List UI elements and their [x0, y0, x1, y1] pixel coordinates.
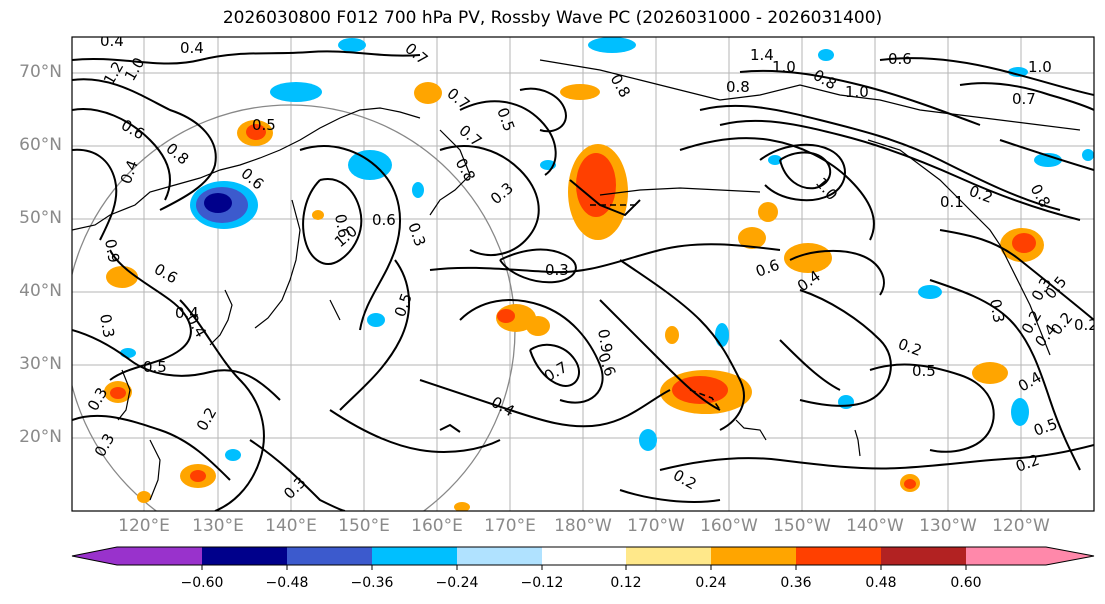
lon-label: 150°E [338, 516, 390, 536]
colorbar-cell [542, 547, 626, 565]
contour-label: 1.0 [845, 83, 869, 101]
lon-label: 140°E [265, 516, 317, 536]
contour-label: 0.4 [180, 39, 204, 57]
colorbar-tick-label: −0.60 [180, 575, 224, 591]
colorbar-outline [71, 546, 1095, 566]
contour-label-layer: 0.4 0.4 1.2 1.0 0.6 0.8 0.5 0.7 0.7 0.8 … [84, 32, 1098, 503]
colorbar-extend-low [72, 547, 117, 565]
contour-label: 0.5 [912, 362, 936, 380]
colorbar-tick-label: 0.12 [610, 575, 642, 591]
lon-label: 130°E [192, 516, 244, 536]
contour-label: 1.0 [1028, 58, 1052, 76]
lat-label: 30°N [19, 354, 62, 374]
lat-label: 70°N [19, 62, 62, 82]
colorbar-tick-label: 0.36 [780, 575, 812, 591]
colorbar-tick-label: 0.24 [695, 575, 727, 591]
lat-label: 20°N [19, 427, 62, 447]
contour-label: 0.6 [888, 50, 912, 68]
colorbar-tick-label: −0.48 [265, 575, 309, 591]
lat-label: 50°N [19, 208, 62, 228]
contour-label: 0.6 [372, 211, 396, 229]
colorbar-tick-label: 0.60 [950, 575, 982, 591]
colorbar-ticks [201, 565, 967, 570]
contour-label: 0.5 [143, 358, 167, 376]
colorbar-cell [372, 547, 457, 565]
colorbar-cell [966, 547, 1046, 565]
contour-label: 0.6 [331, 213, 353, 240]
contour-label: 0.9 [101, 238, 123, 265]
contour-label: 0.5 [252, 116, 276, 134]
contour-label: 0.3 [96, 313, 118, 340]
positive-anomaly-shading [104, 82, 1044, 511]
lon-label: 120°E [118, 516, 170, 536]
colorbar-cell [287, 547, 372, 565]
negative-anomaly-shading [120, 37, 1094, 461]
contour-label: 1.4 [750, 46, 774, 64]
contour-label: 0.8 [726, 78, 750, 96]
pv-contours [72, 50, 1094, 511]
contour-label: 0.7 [1012, 90, 1036, 108]
colorbar [71, 546, 1095, 570]
dashed-contours [590, 204, 721, 411]
lon-label: 150°W [773, 516, 831, 536]
colorbar-tick-label: −0.24 [435, 575, 479, 591]
lon-label: 180°W [554, 516, 612, 536]
lon-label: 160°E [411, 516, 463, 536]
colorbar-cell [457, 547, 542, 565]
contour-label: 0.3 [986, 298, 1008, 325]
contour-label: 0.2 [1074, 316, 1098, 334]
contour-label: 1.0 [772, 58, 796, 76]
lat-label: 40°N [19, 281, 62, 301]
coastlines [72, 59, 1081, 501]
colorbar-cell [711, 547, 796, 565]
colorbar-cell [796, 547, 881, 565]
contour-label: 0.1 [940, 193, 964, 211]
colorbar-cell [626, 547, 711, 565]
contour-label: 0.3 [545, 261, 569, 279]
colorbar-cell [117, 547, 202, 565]
map-border [71, 36, 1095, 512]
lon-label: 170°W [627, 516, 685, 536]
contour-label: 0.9 [594, 328, 616, 355]
contour-label: 0.4 [100, 32, 124, 50]
lat-label: 60°N [19, 135, 62, 155]
graticule [72, 37, 1094, 511]
contour-label: 0.4 [175, 304, 199, 322]
colorbar-tick-label: −0.36 [350, 575, 394, 591]
lon-label: 160°W [700, 516, 758, 536]
colorbar-extend-high [1046, 547, 1094, 565]
colorbar-cell [202, 547, 287, 565]
colorbar-tick-label: 0.48 [865, 575, 897, 591]
lon-label: 130°W [919, 516, 977, 536]
colorbar-tick-label: −0.12 [520, 575, 564, 591]
lon-label: 170°E [484, 516, 536, 536]
lon-label: 120°W [992, 516, 1050, 536]
map-title: 2026030800 F012 700 hPa PV, Rossby Wave … [222, 8, 883, 28]
lon-label: 140°W [846, 516, 904, 536]
colorbar-cell [881, 547, 966, 565]
